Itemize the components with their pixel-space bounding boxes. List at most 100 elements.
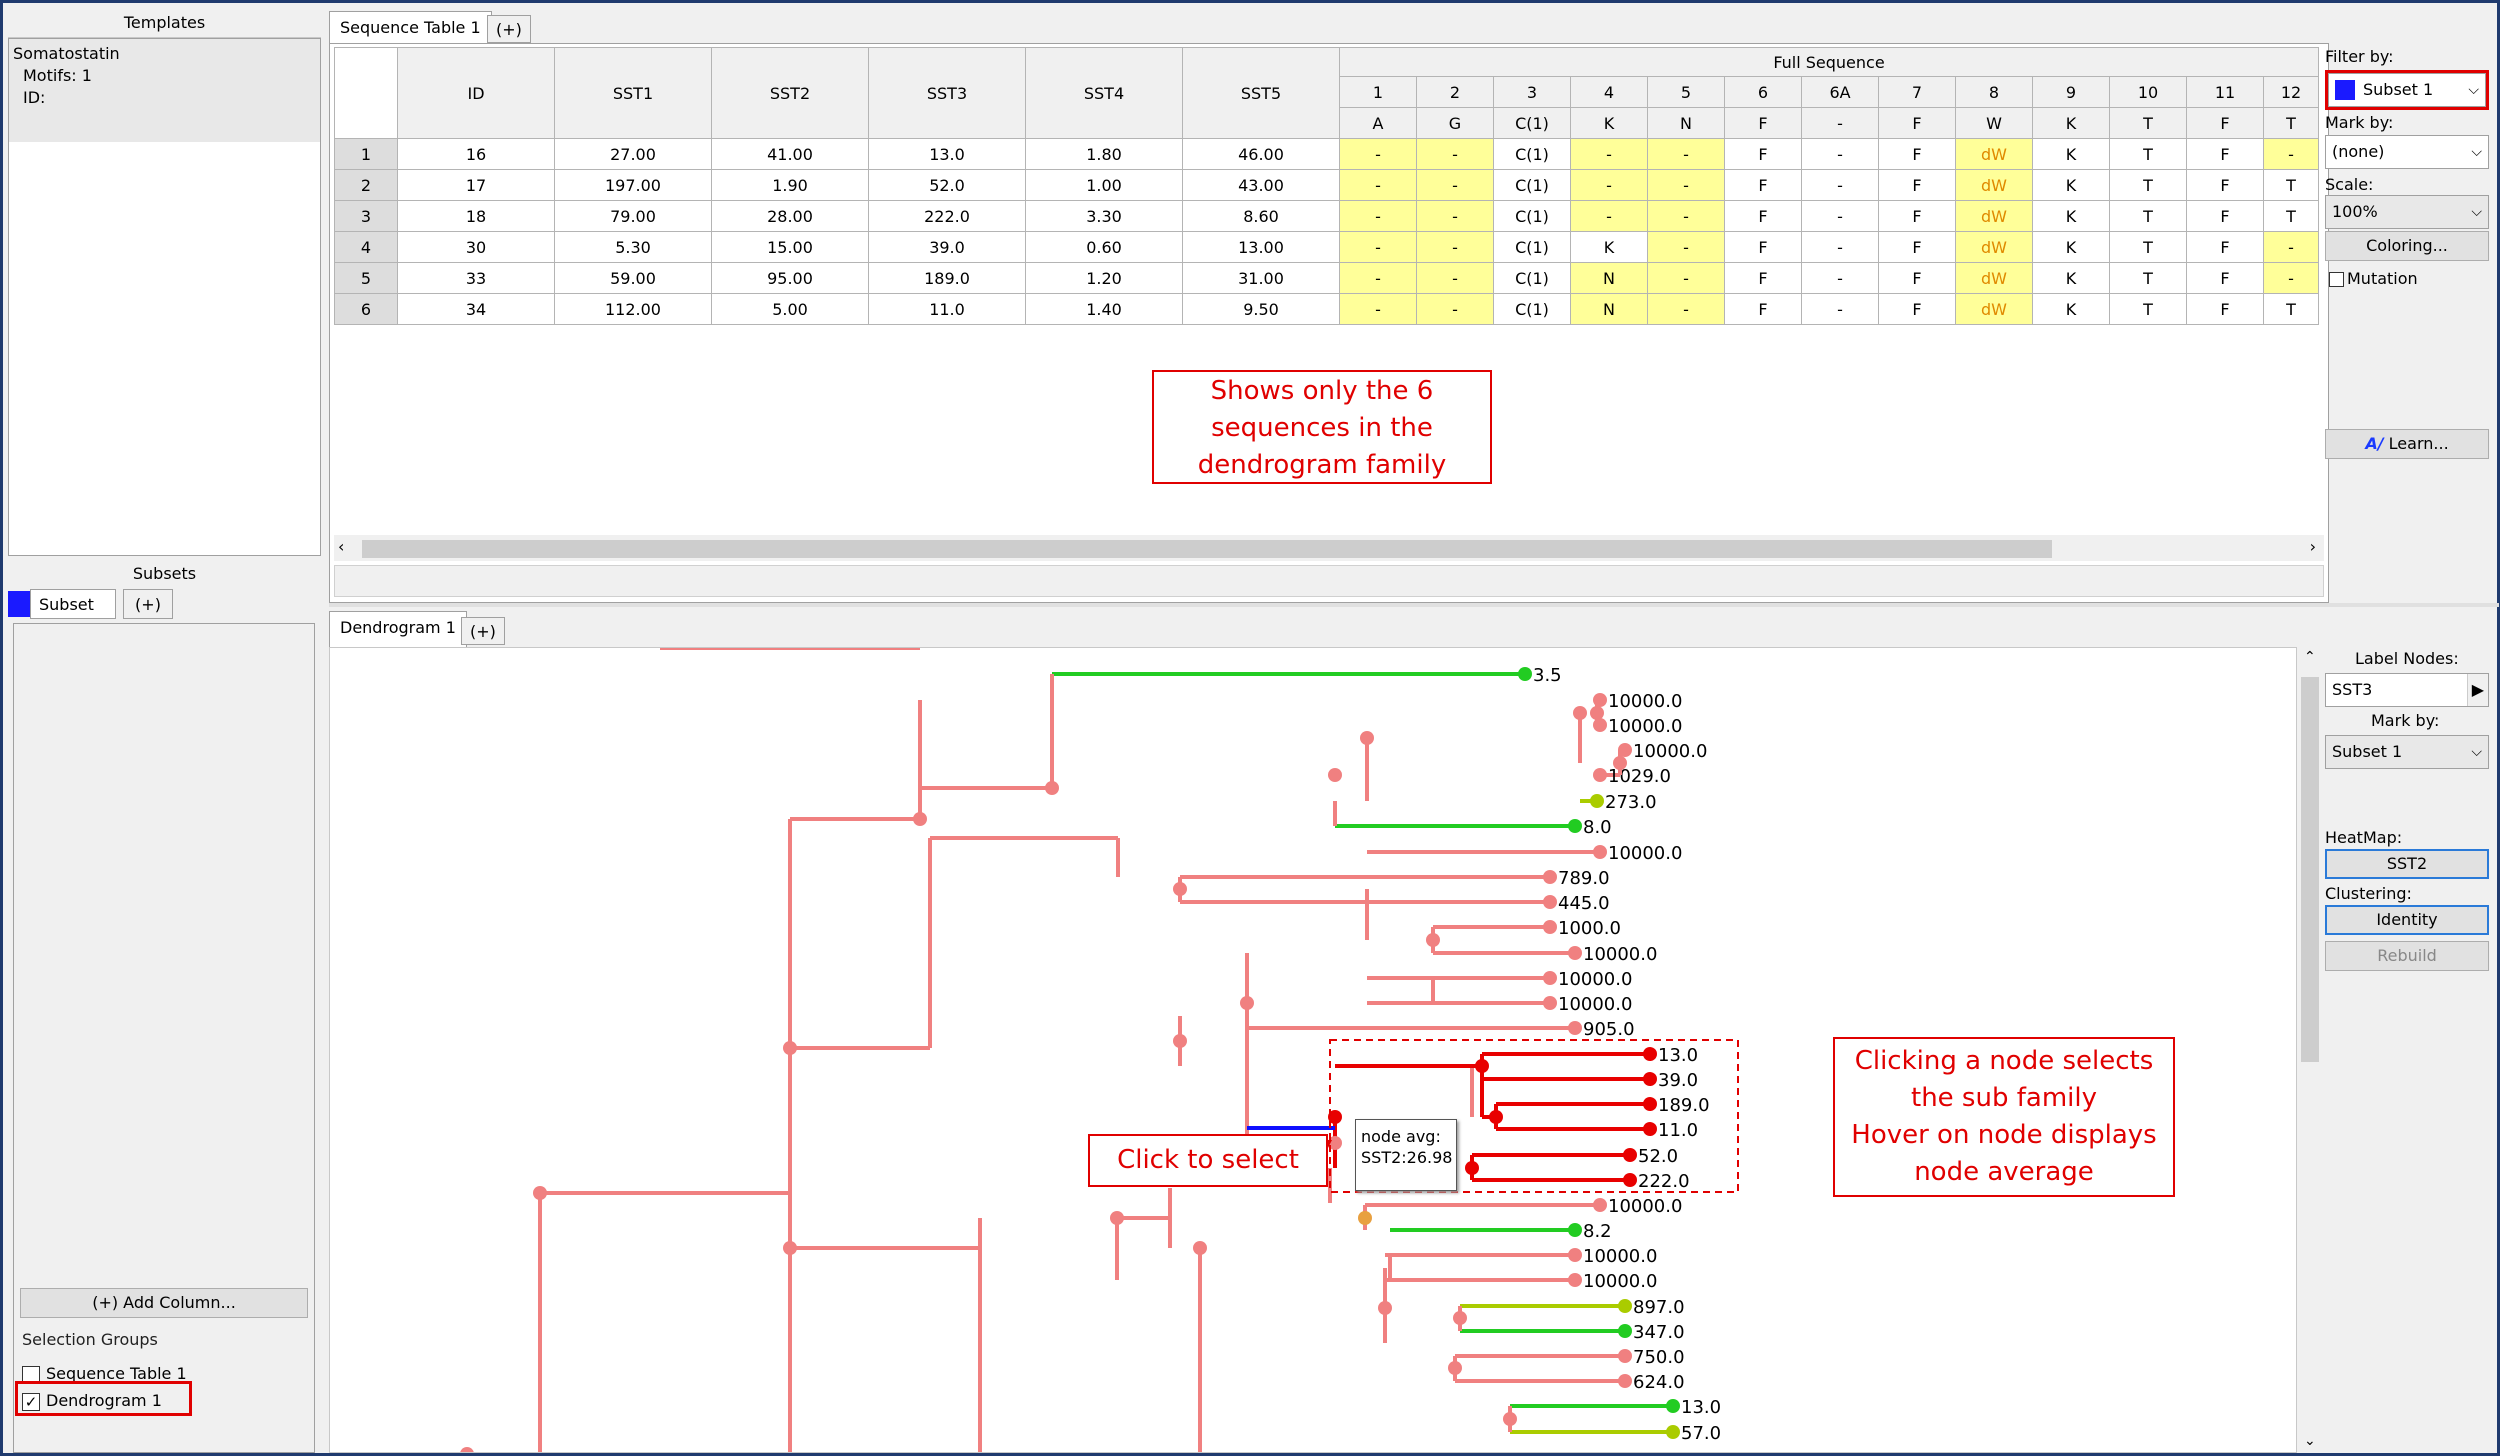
position-header[interactable]: 6A bbox=[1801, 76, 1879, 108]
dendrogram-node[interactable] bbox=[783, 1041, 797, 1055]
scroll-right-icon[interactable]: › bbox=[2309, 537, 2316, 556]
checkbox-unchecked-icon[interactable] bbox=[2329, 272, 2344, 287]
cell-sst1[interactable]: 5.30 bbox=[554, 231, 712, 263]
dendrogram-node[interactable] bbox=[1503, 1412, 1517, 1426]
sequence-cell[interactable]: - bbox=[1801, 138, 1879, 170]
leaf-label[interactable]: 10000.0 bbox=[1608, 716, 1682, 737]
residue-header[interactable]: C(1) bbox=[1493, 107, 1571, 139]
sequence-cell[interactable]: F bbox=[1724, 200, 1802, 232]
position-header[interactable]: 6 bbox=[1724, 76, 1802, 108]
sequence-cell[interactable]: K bbox=[1570, 231, 1648, 263]
leaf-label[interactable]: 13.0 bbox=[1681, 1397, 1721, 1418]
leaf-label[interactable]: 624.0 bbox=[1633, 1372, 1685, 1393]
residue-header[interactable]: T bbox=[2109, 107, 2187, 139]
leaf-label[interactable]: 1029.0 bbox=[1608, 766, 1671, 787]
cell-id[interactable]: 18 bbox=[397, 200, 555, 232]
leaf-label[interactable]: 10000.0 bbox=[1608, 1196, 1682, 1217]
position-header[interactable]: 2 bbox=[1416, 76, 1494, 108]
dendrogram-node[interactable] bbox=[1360, 731, 1374, 745]
residue-header[interactable]: K bbox=[2032, 107, 2110, 139]
cell-id[interactable]: 17 bbox=[397, 169, 555, 201]
sequence-cell[interactable]: - bbox=[1416, 138, 1494, 170]
dendrogram-node[interactable] bbox=[1448, 1361, 1462, 1375]
cell-id[interactable]: 33 bbox=[397, 262, 555, 294]
dendrogram-node[interactable] bbox=[1489, 1110, 1503, 1124]
sequence-cell[interactable]: - bbox=[1416, 169, 1494, 201]
dendrogram-node[interactable] bbox=[783, 1241, 797, 1255]
dendrogram-node[interactable] bbox=[1613, 756, 1627, 770]
row-number[interactable]: 1 bbox=[334, 138, 398, 170]
cell-sst3[interactable]: 11.0 bbox=[868, 293, 1026, 325]
dendrogram-node[interactable] bbox=[1618, 1374, 1632, 1388]
dendrogram-node[interactable] bbox=[913, 812, 927, 826]
leaf-label[interactable]: 11.0 bbox=[1658, 1120, 1698, 1141]
sequence-cell[interactable]: F bbox=[2186, 200, 2264, 232]
sequence-cell[interactable]: - bbox=[1339, 262, 1417, 294]
sequence-cell[interactable]: T bbox=[2109, 200, 2187, 232]
row-number[interactable]: 3 bbox=[334, 200, 398, 232]
cell-sst4[interactable]: 3.30 bbox=[1025, 200, 1183, 232]
add-column-button[interactable]: (+) Add Column... bbox=[20, 1288, 308, 1318]
sequence-cell[interactable]: - bbox=[2263, 262, 2319, 294]
sequence-cell[interactable]: K bbox=[2032, 169, 2110, 201]
sequence-cell[interactable]: F bbox=[1724, 138, 1802, 170]
residue-header[interactable]: F bbox=[2186, 107, 2264, 139]
learn-button[interactable]: A/ Learn... bbox=[2325, 429, 2489, 459]
sequence-cell[interactable]: K bbox=[2032, 231, 2110, 263]
dendrogram-node[interactable] bbox=[1328, 1110, 1342, 1124]
cell-id[interactable]: 34 bbox=[397, 293, 555, 325]
cell-sst2[interactable]: 41.00 bbox=[711, 138, 869, 170]
position-header[interactable]: 12 bbox=[2263, 76, 2319, 108]
leaf-label[interactable]: 13.0 bbox=[1658, 1045, 1698, 1066]
dendrogram-node[interactable] bbox=[1045, 781, 1059, 795]
cell-sst5[interactable]: 43.00 bbox=[1182, 169, 1340, 201]
rebuild-button[interactable]: Rebuild bbox=[2325, 941, 2489, 971]
dendrogram-node[interactable] bbox=[1568, 946, 1582, 960]
col-header-sst5[interactable]: SST5 bbox=[1182, 47, 1340, 139]
sequence-cell[interactable]: K bbox=[2032, 138, 2110, 170]
dendrogram-node[interactable] bbox=[1618, 1349, 1632, 1363]
leaf-label[interactable]: 10000.0 bbox=[1583, 1246, 1657, 1267]
col-header-sst2[interactable]: SST2 bbox=[711, 47, 869, 139]
dendrogram-node[interactable] bbox=[1543, 996, 1557, 1010]
sequence-cell[interactable]: dW bbox=[1955, 293, 2033, 325]
sequence-cell[interactable]: T bbox=[2109, 169, 2187, 201]
dendrogram-node[interactable] bbox=[1543, 971, 1557, 985]
checkbox-checked-icon[interactable]: ✓ bbox=[22, 1392, 40, 1411]
row-number[interactable]: 6 bbox=[334, 293, 398, 325]
leaf-label[interactable]: 10000.0 bbox=[1558, 969, 1632, 990]
sequence-cell[interactable]: - bbox=[1801, 262, 1879, 294]
leaf-label[interactable]: 10000.0 bbox=[1558, 994, 1632, 1015]
sequence-cell[interactable]: - bbox=[1416, 200, 1494, 232]
cell-sst1[interactable]: 79.00 bbox=[554, 200, 712, 232]
sequence-cell[interactable]: - bbox=[1416, 293, 1494, 325]
sequence-cell[interactable]: - bbox=[1570, 200, 1648, 232]
residue-header[interactable]: G bbox=[1416, 107, 1494, 139]
sequence-cell[interactable]: T bbox=[2263, 169, 2319, 201]
mark-by-select[interactable]: (none) ⌵ bbox=[2325, 135, 2489, 169]
sequence-cell[interactable]: - bbox=[2263, 231, 2319, 263]
cell-sst1[interactable]: 197.00 bbox=[554, 169, 712, 201]
cell-id[interactable]: 30 bbox=[397, 231, 555, 263]
cell-sst5[interactable]: 13.00 bbox=[1182, 231, 1340, 263]
dendrogram-node[interactable] bbox=[1543, 920, 1557, 934]
sequence-cell[interactable]: - bbox=[1339, 138, 1417, 170]
cell-sst5[interactable]: 8.60 bbox=[1182, 200, 1340, 232]
cell-sst3[interactable]: 39.0 bbox=[868, 231, 1026, 263]
dendrogram-node[interactable] bbox=[1328, 768, 1342, 782]
dendrogram-node[interactable] bbox=[1173, 882, 1187, 896]
leaf-label[interactable]: 273.0 bbox=[1605, 792, 1657, 813]
dendrogram-node[interactable] bbox=[460, 1447, 474, 1453]
sequence-cell[interactable]: - bbox=[2263, 138, 2319, 170]
scrollbar-thumb[interactable] bbox=[2301, 677, 2319, 1062]
sequence-cell[interactable]: K bbox=[2032, 293, 2110, 325]
dendrogram-vertical-scrollbar[interactable]: ⌃ ⌄ bbox=[2297, 647, 2323, 1453]
cell-sst5[interactable]: 31.00 bbox=[1182, 262, 1340, 294]
sequence-cell[interactable]: T bbox=[2109, 293, 2187, 325]
leaf-label[interactable]: 8.2 bbox=[1583, 1221, 1612, 1242]
dendrogram-node[interactable] bbox=[1110, 1211, 1124, 1225]
sequence-cell[interactable]: - bbox=[1416, 262, 1494, 294]
dendrogram-node[interactable] bbox=[1358, 1211, 1372, 1225]
